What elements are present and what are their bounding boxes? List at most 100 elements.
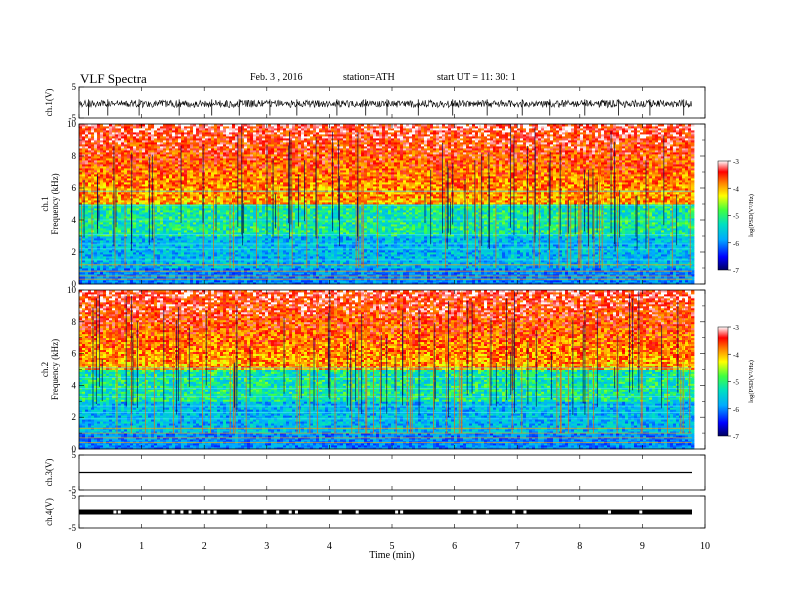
spectrogram-cell bbox=[250, 282, 254, 285]
spectrogram-cell bbox=[280, 282, 284, 285]
spectrogram-cell bbox=[421, 280, 425, 283]
spectrogram-cell bbox=[226, 262, 230, 265]
spectrogram-cell bbox=[430, 276, 434, 279]
spectrogram-cell bbox=[208, 264, 212, 267]
spectrogram-cell bbox=[181, 276, 185, 279]
spectrogram-cell bbox=[505, 272, 509, 275]
spectrogram-cell bbox=[121, 268, 125, 271]
spectrogram-cell bbox=[289, 280, 293, 283]
spectrogram-cell bbox=[439, 276, 443, 279]
spectrogram-cell bbox=[559, 264, 563, 267]
spectrogram-cell bbox=[229, 264, 233, 267]
spectrogram-cell bbox=[295, 276, 299, 279]
spectrogram-cell bbox=[424, 274, 428, 277]
spectrogram-cell bbox=[268, 260, 272, 263]
spectrogram-cell bbox=[175, 256, 179, 259]
spectrogram-cell bbox=[604, 260, 608, 263]
spectrogram-cell bbox=[187, 262, 191, 265]
spectrogram-cell bbox=[550, 276, 554, 279]
spectrogram-cell bbox=[97, 272, 101, 275]
spectrogram-cell bbox=[376, 272, 380, 275]
spectrogram-cell bbox=[409, 276, 413, 279]
spectrogram-cell bbox=[430, 274, 434, 277]
spectrogram-cell bbox=[421, 258, 425, 261]
spectrogram-cell bbox=[250, 276, 254, 279]
spectrogram-cell bbox=[160, 256, 164, 259]
spectrogram-cell bbox=[409, 268, 413, 271]
spectrogram-cell bbox=[460, 262, 464, 265]
spectrogram-cell bbox=[523, 260, 527, 263]
spectrogram-cell bbox=[517, 268, 521, 271]
spectrogram-cell bbox=[325, 272, 329, 275]
spectrogram-cell bbox=[160, 260, 164, 263]
spectrogram-cell bbox=[301, 266, 305, 269]
spectrogram-cell bbox=[190, 276, 194, 279]
spectrogram-cell bbox=[394, 268, 398, 271]
spectrogram-cell bbox=[250, 258, 254, 261]
spectrogram-cell bbox=[130, 264, 134, 267]
spectrogram-cell bbox=[640, 258, 644, 261]
spectrogram-cell bbox=[184, 260, 188, 263]
spectrogram-cell bbox=[637, 268, 641, 271]
spectrogram-cell bbox=[298, 282, 302, 285]
spectrogram-cell bbox=[223, 266, 227, 269]
spectrogram-cell bbox=[589, 274, 593, 277]
spectrogram-cell bbox=[226, 272, 230, 275]
spectrogram-cell bbox=[313, 260, 317, 263]
spectrogram-cell bbox=[277, 262, 281, 265]
spectrogram-cell bbox=[283, 262, 287, 265]
spectrogram-cell bbox=[544, 262, 548, 265]
spectrogram-cell bbox=[673, 258, 677, 261]
spectrogram-cell bbox=[88, 256, 92, 259]
spectrogram-cell bbox=[400, 272, 404, 275]
spectrogram-cell bbox=[259, 258, 263, 261]
spectrogram-cell bbox=[448, 264, 452, 267]
spectrogram-cell bbox=[391, 282, 395, 285]
spectrogram-cell bbox=[331, 268, 335, 271]
spectrogram-cell bbox=[529, 276, 533, 279]
spectrogram-cell bbox=[676, 264, 680, 267]
spectrogram-cell bbox=[259, 274, 263, 277]
spectrogram-cell bbox=[82, 264, 86, 267]
spectrogram-cell bbox=[658, 266, 662, 269]
spectrogram-cell bbox=[310, 276, 314, 279]
spectrogram-cell bbox=[439, 268, 443, 271]
spectrogram-cell bbox=[214, 262, 218, 265]
spectrogram-cell bbox=[265, 274, 269, 277]
spectrogram-cell bbox=[310, 280, 314, 283]
spectrogram-cell bbox=[313, 262, 317, 265]
spectrogram-cell bbox=[469, 260, 473, 263]
spectrogram-cell bbox=[310, 268, 314, 271]
spectrogram-cell bbox=[112, 280, 116, 283]
spectrogram-cell bbox=[343, 274, 347, 277]
spectrogram-cell bbox=[622, 260, 626, 263]
spectrogram-cell bbox=[115, 266, 119, 269]
spectrogram-cell bbox=[271, 264, 275, 267]
spectrogram-cell bbox=[493, 272, 497, 275]
spectrogram-cell bbox=[352, 282, 356, 285]
spectrogram-cell bbox=[220, 274, 224, 277]
spectrogram-cell bbox=[223, 272, 227, 275]
spectrogram-cell bbox=[652, 282, 656, 285]
spectrogram-cell bbox=[97, 276, 101, 279]
spectrogram-cell bbox=[496, 276, 500, 279]
spectrogram-cell bbox=[529, 266, 533, 269]
spectrogram-cell bbox=[619, 268, 623, 271]
spectrogram-cell bbox=[151, 274, 155, 277]
spectrogram-cell bbox=[460, 274, 464, 277]
spectrogram-cell bbox=[574, 268, 578, 271]
spectrogram-cell bbox=[97, 282, 101, 285]
spectrogram-cell bbox=[244, 260, 248, 263]
spectrogram-cell bbox=[295, 264, 299, 267]
spectrogram-cell bbox=[97, 260, 101, 263]
spectrogram-cell bbox=[370, 266, 374, 269]
spectrogram-cell bbox=[241, 266, 245, 269]
spectrogram-cell bbox=[658, 272, 662, 275]
spectrogram-cell bbox=[100, 260, 104, 263]
spectrogram-cell bbox=[130, 266, 134, 269]
spectrogram-cell bbox=[190, 280, 194, 283]
spectrogram-cell bbox=[520, 282, 524, 285]
spectrogram-cell bbox=[445, 264, 449, 267]
spectrogram-cell bbox=[484, 282, 488, 285]
spectrogram-cell bbox=[295, 268, 299, 271]
